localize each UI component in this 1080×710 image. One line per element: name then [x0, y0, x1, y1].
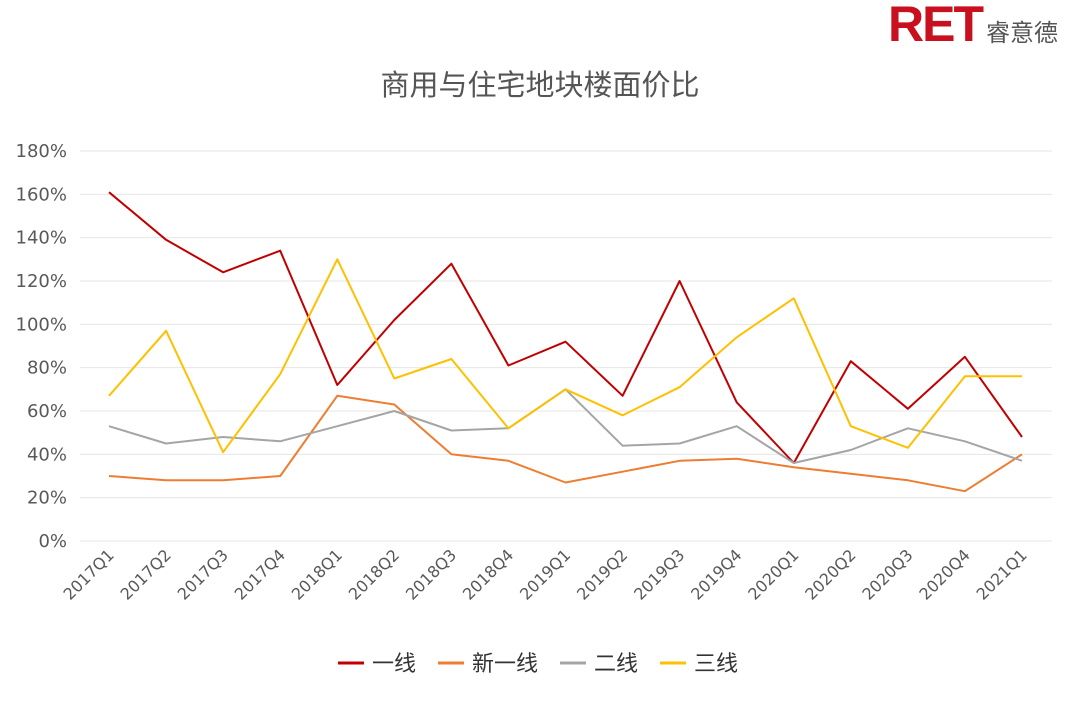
y-tick-label: 80%: [27, 358, 67, 379]
legend-label: 一线: [372, 652, 416, 677]
y-tick-label: 0%: [38, 531, 67, 552]
legend-label: 新一线: [472, 652, 538, 677]
x-tick-label: 2017Q3: [174, 545, 232, 603]
y-tick-label: 20%: [27, 488, 67, 509]
y-tick-label: 40%: [27, 444, 67, 465]
x-tick-label: 2020Q4: [915, 545, 973, 603]
chart-title: 商用与住宅地块楼面价比: [380, 68, 700, 102]
x-tick-label: 2020Q3: [858, 545, 916, 603]
x-tick-label: 2020Q1: [744, 545, 802, 603]
brand-logo-mark: RET: [888, 0, 984, 52]
y-tick-label: 160%: [16, 184, 67, 205]
series-line-2: [108, 394, 1023, 493]
y-tick-label: 120%: [16, 271, 67, 292]
series-line-1: [108, 191, 1023, 464]
x-tick-label: 2017Q4: [231, 545, 289, 603]
x-tick-label: 2017Q1: [59, 545, 117, 603]
x-tick-label: 2019Q3: [630, 545, 688, 603]
x-tick-label: 2018Q4: [459, 545, 517, 603]
x-tick-label: 2020Q2: [801, 545, 859, 603]
x-tick-label: 2018Q1: [288, 545, 346, 603]
y-tick-label: 100%: [16, 314, 67, 335]
brand-logo: RET 睿意德: [888, 0, 1058, 52]
x-tick-label: 2018Q2: [345, 545, 403, 603]
series-line-4: [108, 258, 1022, 454]
brand-logo-text: 睿意德: [986, 19, 1058, 47]
legend-label: 三线: [694, 652, 738, 677]
series-line-3: [108, 388, 1023, 464]
legend-label: 二线: [594, 652, 638, 677]
x-tick-label: 2018Q3: [402, 545, 460, 603]
x-tick-label: 2019Q2: [573, 545, 631, 603]
y-tick-label: 180%: [16, 141, 67, 162]
x-tick-label: 2019Q4: [687, 545, 745, 603]
x-tick-label: 2021Q1: [972, 545, 1030, 603]
y-tick-label: 140%: [16, 228, 67, 249]
x-tick-label: 2017Q2: [117, 545, 175, 603]
y-tick-label: 60%: [27, 401, 67, 422]
x-tick-label: 2019Q1: [516, 545, 574, 603]
